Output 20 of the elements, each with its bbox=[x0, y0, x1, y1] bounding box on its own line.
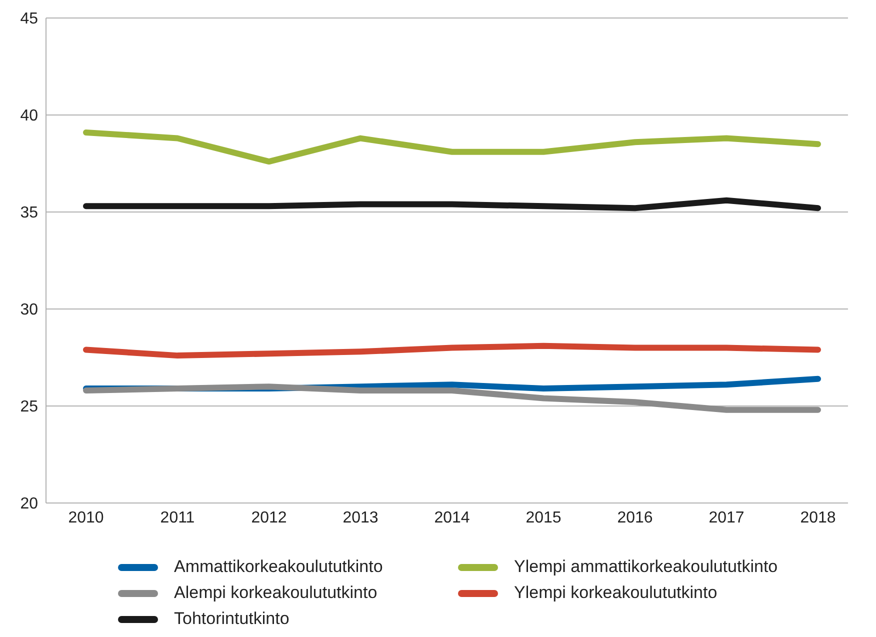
x-tick-label: 2018 bbox=[800, 509, 836, 526]
y-tick-label: 25 bbox=[20, 398, 38, 416]
y-tick-label: 40 bbox=[20, 108, 38, 125]
x-tick-label: 2017 bbox=[708, 509, 744, 526]
x-tick-label: 2013 bbox=[342, 509, 378, 526]
y-tick-label: 20 bbox=[20, 496, 38, 513]
x-tick-label: 2010 bbox=[68, 509, 104, 526]
x-tick-label: 2014 bbox=[434, 509, 470, 526]
legend-label: Alempi korkeakoulututkinto bbox=[174, 583, 378, 603]
x-tick-label: 2015 bbox=[526, 509, 562, 526]
legend-label: Tohtorintutkinto bbox=[174, 609, 290, 629]
legend-label: Ammattikorkeakoulututkinto bbox=[174, 557, 383, 577]
legend-label: Ylempi ammattikorkeakoulututkinto bbox=[514, 557, 778, 577]
y-tick-label: 35 bbox=[20, 204, 38, 222]
x-tick-label: 2016 bbox=[617, 509, 653, 526]
x-tick-label: 2012 bbox=[251, 509, 287, 526]
x-tick-label: 2011 bbox=[160, 509, 195, 526]
y-tick-label: 45 bbox=[20, 10, 38, 28]
y-tick-label: 30 bbox=[20, 302, 38, 319]
legend-label: Ylempi korkeakoulututkinto bbox=[514, 583, 718, 603]
